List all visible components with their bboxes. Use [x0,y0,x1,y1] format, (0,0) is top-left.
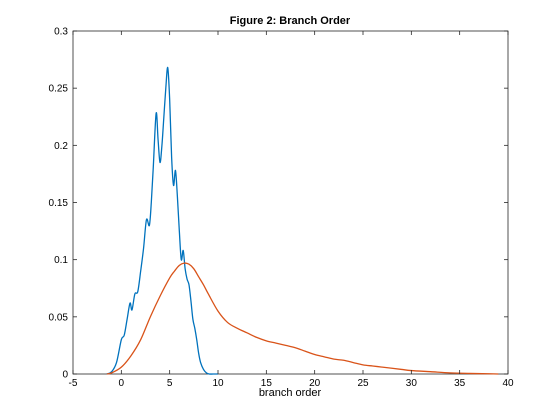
x-tick-label: 40 [502,378,514,389]
x-tick-label: -5 [69,378,78,389]
y-tick-label: 0.2 [54,141,68,152]
x-tick-label: 10 [212,378,224,389]
y-axis: 0 0.05 0.1 0.15 0.2 0.25 0.3 [49,27,508,381]
y-tick-label: 0.3 [54,27,68,38]
x-axis-label: branch order [259,387,322,399]
x-tick-label: 15 [261,378,273,389]
y-tick-label: 0.1 [54,255,68,266]
x-tick-label: 5 [167,378,173,389]
y-tick-label: 0.05 [49,312,69,323]
y-tick-label: 0 [62,370,68,381]
x-axis: -5 0 5 10 15 20 25 30 35 40 [69,31,514,389]
y-tick-label: 0.25 [49,84,69,95]
x-tick-label: 30 [406,378,418,389]
x-tick-label: 0 [119,378,125,389]
chart-title: Figure 2: Branch Order [230,15,351,27]
x-tick-label: 35 [454,378,466,389]
x-tick-label: 25 [357,378,369,389]
x-tick-label: 20 [309,378,321,389]
y-tick-label: 0.15 [49,198,69,209]
series-line-2 [106,262,499,375]
plot-area [72,30,509,375]
curves [106,66,499,375]
series-line-1 [106,66,219,375]
